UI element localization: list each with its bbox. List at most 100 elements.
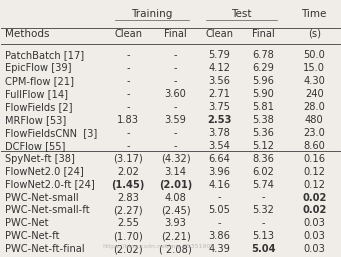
Text: 6.02: 6.02 <box>253 167 275 177</box>
Text: Methods: Methods <box>5 29 49 39</box>
Text: 240: 240 <box>305 89 324 99</box>
Text: 3.75: 3.75 <box>209 102 231 112</box>
Text: 5.04: 5.04 <box>251 244 276 254</box>
Text: DCFlow [55]: DCFlow [55] <box>5 141 65 151</box>
Text: 480: 480 <box>305 115 324 125</box>
Text: -: - <box>174 50 177 60</box>
Text: Time: Time <box>301 9 327 19</box>
Text: 5.96: 5.96 <box>253 76 275 86</box>
Text: 4.08: 4.08 <box>165 192 187 203</box>
Text: 3.78: 3.78 <box>209 128 231 138</box>
Text: 0.02: 0.02 <box>302 192 326 203</box>
Text: 5.32: 5.32 <box>253 205 275 215</box>
Text: (s): (s) <box>308 29 321 39</box>
Text: 3.93: 3.93 <box>165 218 187 228</box>
Text: -: - <box>262 192 265 203</box>
Text: 4.30: 4.30 <box>303 76 325 86</box>
Text: SpyNet-ft [38]: SpyNet-ft [38] <box>5 154 75 164</box>
Text: EpicFlow [39]: EpicFlow [39] <box>5 63 71 73</box>
Text: MRFlow [53]: MRFlow [53] <box>5 115 66 125</box>
Text: (2.45): (2.45) <box>161 205 190 215</box>
Text: 0.02: 0.02 <box>302 205 326 215</box>
Text: Final: Final <box>164 29 187 39</box>
Text: 0.16: 0.16 <box>303 154 325 164</box>
Text: 5.36: 5.36 <box>253 128 275 138</box>
Text: 2.55: 2.55 <box>117 218 139 228</box>
Text: -: - <box>262 218 265 228</box>
Text: 3.86: 3.86 <box>209 231 231 241</box>
Text: Clean: Clean <box>114 29 142 39</box>
Text: 8.60: 8.60 <box>303 141 325 151</box>
Text: 3.96: 3.96 <box>209 167 231 177</box>
Text: 28.0: 28.0 <box>303 102 325 112</box>
Text: 5.79: 5.79 <box>209 50 231 60</box>
Text: https://blog.csdn.net/mq_25351909: https://blog.csdn.net/mq_25351909 <box>103 244 215 249</box>
Text: 0.03: 0.03 <box>303 231 325 241</box>
Text: 5.90: 5.90 <box>253 89 275 99</box>
Text: -: - <box>218 218 221 228</box>
Text: 0.12: 0.12 <box>303 167 325 177</box>
Text: -: - <box>174 141 177 151</box>
Text: 6.64: 6.64 <box>209 154 231 164</box>
Text: Test: Test <box>231 9 252 19</box>
Text: 0.03: 0.03 <box>303 218 325 228</box>
Text: 6.29: 6.29 <box>253 63 275 73</box>
Text: -: - <box>127 50 130 60</box>
Text: (3.17): (3.17) <box>113 154 143 164</box>
Text: -: - <box>127 63 130 73</box>
Text: 50.0: 50.0 <box>303 50 325 60</box>
Text: PWC-Net-ft: PWC-Net-ft <box>5 231 59 241</box>
Text: -: - <box>218 192 221 203</box>
Text: 5.81: 5.81 <box>253 102 275 112</box>
Text: -: - <box>174 63 177 73</box>
Text: 6.78: 6.78 <box>253 50 275 60</box>
Text: -: - <box>174 102 177 112</box>
Text: 4.12: 4.12 <box>209 63 231 73</box>
Text: (1.45): (1.45) <box>112 180 145 190</box>
Text: -: - <box>127 76 130 86</box>
Text: Training: Training <box>131 9 173 19</box>
Text: 2.02: 2.02 <box>117 167 139 177</box>
Text: 3.54: 3.54 <box>209 141 231 151</box>
Text: 3.59: 3.59 <box>165 115 187 125</box>
Text: 23.0: 23.0 <box>303 128 325 138</box>
Text: FlowFieldsCNN  [3]: FlowFieldsCNN [3] <box>5 128 97 138</box>
Text: -: - <box>127 128 130 138</box>
Text: (2.27): (2.27) <box>114 205 143 215</box>
Text: 1.83: 1.83 <box>117 115 139 125</box>
Text: CPM-flow [21]: CPM-flow [21] <box>5 76 74 86</box>
Text: -: - <box>127 141 130 151</box>
Text: Final: Final <box>252 29 275 39</box>
Text: 5.13: 5.13 <box>253 231 275 241</box>
Text: 4.16: 4.16 <box>209 180 231 190</box>
Text: (2.01): (2.01) <box>159 180 192 190</box>
Text: 3.56: 3.56 <box>209 76 231 86</box>
Text: ( 2.08): ( 2.08) <box>159 244 192 254</box>
Text: 2.53: 2.53 <box>207 115 232 125</box>
Text: 15.0: 15.0 <box>303 63 325 73</box>
Text: 5.74: 5.74 <box>253 180 275 190</box>
Text: (4.32): (4.32) <box>161 154 190 164</box>
Text: FullFlow [14]: FullFlow [14] <box>5 89 68 99</box>
Text: PatchBatch [17]: PatchBatch [17] <box>5 50 84 60</box>
Text: PWC-Net-small: PWC-Net-small <box>5 192 78 203</box>
Text: 3.14: 3.14 <box>165 167 187 177</box>
Text: -: - <box>174 128 177 138</box>
Text: FlowNet2.0-ft [24]: FlowNet2.0-ft [24] <box>5 180 94 190</box>
Text: Clean: Clean <box>206 29 234 39</box>
Text: 4.39: 4.39 <box>209 244 231 254</box>
Text: -: - <box>174 76 177 86</box>
Text: 5.38: 5.38 <box>253 115 275 125</box>
Text: 5.05: 5.05 <box>209 205 231 215</box>
Text: PWC-Net-small-ft: PWC-Net-small-ft <box>5 205 89 215</box>
Text: -: - <box>127 89 130 99</box>
Text: FlowFields [2]: FlowFields [2] <box>5 102 72 112</box>
Text: (2.21): (2.21) <box>161 231 190 241</box>
Text: 0.03: 0.03 <box>303 244 325 254</box>
Text: PWC-Net: PWC-Net <box>5 218 48 228</box>
Text: 8.36: 8.36 <box>253 154 275 164</box>
Text: (2.02): (2.02) <box>114 244 143 254</box>
Text: 0.12: 0.12 <box>303 180 325 190</box>
Text: 5.12: 5.12 <box>253 141 275 151</box>
Text: -: - <box>127 102 130 112</box>
